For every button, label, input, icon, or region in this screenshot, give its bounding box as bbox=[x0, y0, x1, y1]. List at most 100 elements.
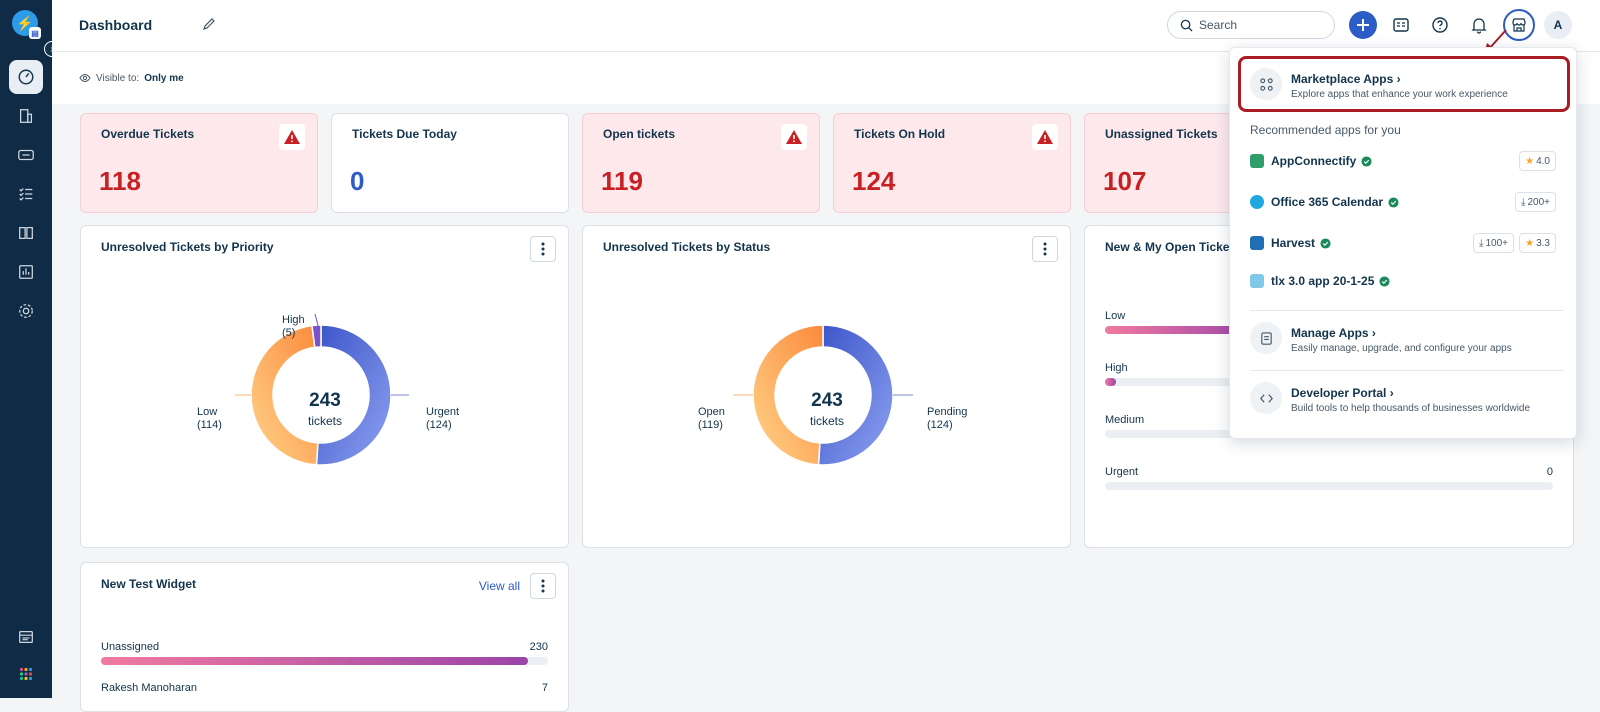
installs-chip: ⤓ 100+ bbox=[1473, 233, 1514, 253]
marketplace-subtitle: Explore apps that enhance your work expe… bbox=[1291, 89, 1508, 100]
search-input[interactable]: Search bbox=[1167, 11, 1335, 39]
dashboard-icon bbox=[18, 69, 34, 85]
widget-title: Unresolved Tickets by Status bbox=[603, 240, 771, 254]
sidebar-item-dashboard[interactable] bbox=[9, 60, 43, 94]
marketplace-apps-link[interactable]: Marketplace Apps › Explore apps that enh… bbox=[1238, 56, 1570, 112]
donut-segments bbox=[752, 324, 894, 466]
donut-slice-pending[interactable] bbox=[817, 324, 894, 466]
marketplace-title: Marketplace Apps › bbox=[1291, 72, 1401, 86]
tlx-logo-icon bbox=[1250, 274, 1264, 288]
rating-chip: ★ 4.0 bbox=[1519, 151, 1556, 171]
stat-card-overdue[interactable]: Overdue Tickets 118 bbox=[80, 113, 318, 213]
star-icon: ★ bbox=[1525, 155, 1535, 167]
stat-card-on-hold[interactable]: Tickets On Hold 124 bbox=[833, 113, 1071, 213]
sidebar-item-reports[interactable] bbox=[9, 255, 43, 289]
donut-total: 243 bbox=[811, 390, 843, 411]
building-icon bbox=[19, 109, 33, 123]
sidebar-item-app-switcher[interactable] bbox=[9, 657, 43, 691]
widget-menu-button[interactable] bbox=[1032, 236, 1058, 262]
sidebar-item-companies[interactable] bbox=[9, 99, 43, 133]
stat-card-value: 107 bbox=[1103, 166, 1147, 196]
donut-label-low: Low (114) bbox=[197, 406, 222, 431]
donut-slice-urgent[interactable] bbox=[315, 324, 392, 466]
kebab-icon bbox=[541, 579, 545, 593]
app-row-appconnectify[interactable]: AppConnectify ★ 4.0 bbox=[1250, 150, 1556, 172]
marketplace-button[interactable] bbox=[1503, 9, 1535, 41]
leader-line-high bbox=[314, 313, 320, 330]
bar-fill bbox=[1105, 378, 1116, 386]
view-all-link[interactable]: View all bbox=[478, 579, 520, 593]
donut-label-pending: Pending (124) bbox=[927, 406, 968, 431]
kebab-icon bbox=[1043, 242, 1047, 256]
widget-menu-button[interactable] bbox=[530, 236, 556, 262]
developer-portal-title: Developer Portal › bbox=[1291, 386, 1394, 400]
bell-icon bbox=[1471, 18, 1487, 34]
app-row-harvest[interactable]: Harvest ⤓ 100+ ★ 3.3 bbox=[1250, 232, 1556, 254]
sidebar-item-tickets[interactable] bbox=[9, 138, 43, 172]
donut-segments bbox=[250, 324, 392, 466]
bar-label: High bbox=[1105, 362, 1128, 374]
appconnectify-logo-icon bbox=[1250, 154, 1264, 168]
ticket-icon bbox=[18, 149, 34, 161]
app-name: Office 365 Calendar bbox=[1271, 195, 1384, 209]
donut-unit: tickets bbox=[809, 414, 844, 428]
app-name: AppConnectify bbox=[1271, 154, 1357, 168]
sidebar-item-apps-panel[interactable] bbox=[9, 620, 43, 654]
bar-label: Urgent bbox=[1105, 466, 1139, 478]
page-title: Dashboard bbox=[79, 17, 153, 33]
manage-apps-link[interactable]: Manage Apps › Easily manage, upgrade, an… bbox=[1230, 314, 1576, 364]
test-widget: New Test Widget View all Unassigned 230 … bbox=[80, 562, 569, 712]
app-name: Harvest bbox=[1271, 236, 1316, 250]
notifications-button[interactable] bbox=[1465, 11, 1493, 39]
divider bbox=[1250, 370, 1564, 371]
installs-chip: ⤓ 200+ bbox=[1515, 192, 1556, 212]
status-widget: Unresolved Tickets by Status 243 tickets… bbox=[582, 225, 1071, 548]
divider bbox=[1250, 310, 1564, 311]
donut-slice-low[interactable] bbox=[250, 324, 319, 466]
warning-icon bbox=[781, 124, 807, 150]
app-row-office365[interactable]: Office 365 Calendar ⤓ 200+ bbox=[1250, 191, 1556, 213]
bar-fill bbox=[1105, 326, 1262, 334]
developer-portal-link[interactable]: Developer Portal › Build tools to help t… bbox=[1230, 374, 1576, 424]
donut-unit: tickets bbox=[307, 414, 342, 428]
donut-slice-open[interactable] bbox=[752, 324, 824, 466]
app-name: tlx 3.0 app 20-1-25 bbox=[1271, 274, 1375, 288]
verified-icon bbox=[1388, 196, 1399, 208]
stat-card-title: Open tickets bbox=[603, 127, 676, 141]
app-row-tlx[interactable]: tlx 3.0 app 20-1-25 bbox=[1250, 270, 1556, 292]
contacts-button[interactable] bbox=[1387, 11, 1415, 39]
sidebar-item-settings[interactable] bbox=[9, 294, 43, 328]
bar-label: Low bbox=[1105, 310, 1126, 322]
widget-title: Unresolved Tickets by Priority bbox=[101, 240, 274, 254]
priority-donut-chart bbox=[235, 313, 409, 466]
widget-menu-button[interactable] bbox=[530, 573, 556, 599]
sidebar-item-tasks[interactable] bbox=[9, 177, 43, 211]
verified-icon bbox=[1361, 155, 1372, 167]
recommended-label: Recommended apps for you bbox=[1250, 123, 1401, 137]
stat-card-due-today[interactable]: Tickets Due Today 0 bbox=[331, 113, 569, 213]
bar-value: 7 bbox=[541, 682, 548, 694]
help-button[interactable] bbox=[1426, 11, 1454, 39]
stat-card-open[interactable]: Open tickets 119 bbox=[582, 113, 820, 213]
stat-card-title: Tickets Due Today bbox=[352, 127, 457, 141]
search-placeholder: Search bbox=[1199, 18, 1238, 32]
bar-value: 230 bbox=[529, 641, 548, 653]
manage-apps-title: Manage Apps › bbox=[1291, 326, 1376, 340]
bar-row-urgent: Urgent 0 bbox=[1105, 466, 1553, 490]
pencil-icon[interactable] bbox=[202, 17, 216, 31]
stat-card-value: 124 bbox=[852, 166, 896, 196]
question-icon bbox=[1432, 17, 1448, 33]
bar-row-rakesh: Rakesh Manoharan 7 bbox=[101, 682, 548, 694]
app-logo-icon[interactable]: ⚡ ▤ bbox=[12, 10, 41, 39]
donut-slice-high[interactable] bbox=[311, 324, 322, 349]
bar-label: Rakesh Manoharan bbox=[101, 682, 198, 694]
warning-icon bbox=[1032, 124, 1058, 150]
sidebar-item-knowledge-base[interactable] bbox=[9, 216, 43, 250]
create-new-button[interactable] bbox=[1349, 11, 1377, 39]
status-donut-chart bbox=[733, 324, 913, 466]
store-icon bbox=[1512, 18, 1526, 32]
user-avatar[interactable]: A bbox=[1544, 11, 1572, 39]
visible-label: Visible to: bbox=[96, 72, 140, 84]
bar-label: Medium bbox=[1105, 414, 1145, 426]
checklist-icon bbox=[19, 188, 33, 201]
